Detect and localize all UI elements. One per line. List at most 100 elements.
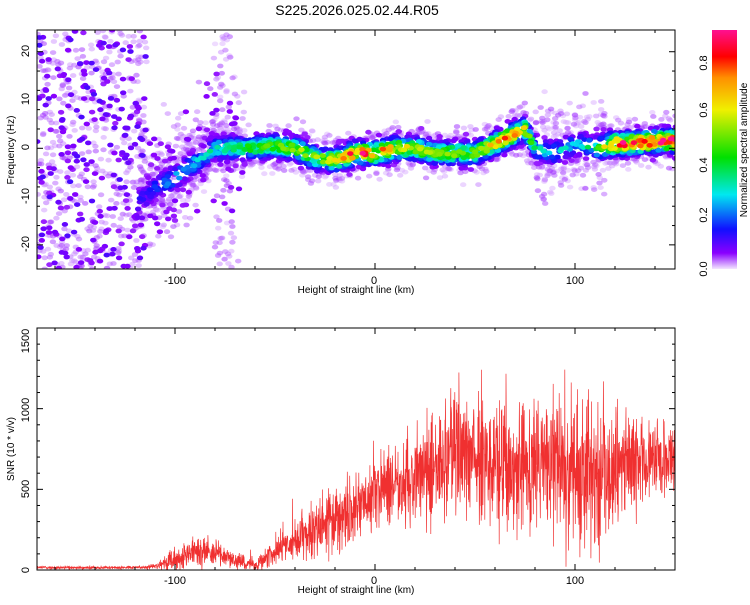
spectrogram-blob (100, 75, 108, 81)
spectrogram-blob (49, 50, 57, 55)
spectrogram-blob (129, 228, 137, 234)
spectrogram-blob (661, 123, 668, 129)
x-tick-label: 0 (371, 575, 377, 587)
spectrogram-blob (151, 180, 159, 186)
spectrogram-blob (122, 198, 130, 204)
spectrogram-blob (199, 173, 206, 178)
spectrogram-blob (115, 157, 122, 163)
spectrogram-blob (649, 157, 657, 163)
spectrogram-blob (475, 182, 482, 188)
spectrogram-blob (546, 150, 553, 156)
spectrogram-blob (213, 214, 220, 220)
spectrogram-blob (103, 265, 111, 269)
spectrogram-blob (47, 127, 54, 133)
spectrogram-blob (185, 137, 192, 142)
spectrogram-blob (457, 170, 464, 176)
spectrogram-blob (78, 114, 85, 120)
spectrogram-blob (544, 173, 551, 179)
spectrogram-blob (115, 255, 123, 261)
spectrogram-blob (210, 198, 217, 204)
spectrogram-blob (63, 204, 71, 210)
spectrogram-blob (226, 188, 234, 194)
spectrogram-blob (540, 191, 548, 197)
spectrogram-blob (599, 167, 607, 173)
spectrogram-blob (641, 139, 648, 144)
spectrogram-blob (441, 173, 449, 179)
spectrogram-blob (478, 141, 486, 147)
spectrogram-blob (223, 123, 230, 128)
spectrogram-blob (46, 225, 53, 231)
spectrogram-blob (46, 262, 53, 268)
spectrogram-blob (135, 263, 142, 268)
spectrogram-blob (128, 255, 135, 261)
spectrogram-blob (597, 185, 604, 191)
spectrogram-blob (539, 124, 547, 130)
spectrogram-blob (126, 44, 134, 49)
spectrogram-blob (395, 124, 402, 130)
spectrogram-blob (165, 216, 172, 222)
colorbar-tick-label: 0.2 (698, 207, 710, 222)
spectrogram-blob (135, 61, 142, 67)
spectrogram-blob (542, 139, 550, 144)
spectrogram-blob (48, 159, 56, 165)
spectrogram-blob (127, 49, 134, 54)
spectrogram-blob (557, 183, 565, 188)
spectrogram-blob (219, 194, 226, 200)
spectrogram-blob (542, 201, 549, 206)
spectrogram-blob (140, 170, 147, 175)
spectrogram-blob (164, 174, 171, 179)
spectrogram-blob (244, 143, 252, 149)
spectrogram-blob (62, 246, 70, 252)
chart-title: S225.2026.025.02.44.R05 (275, 2, 439, 18)
spectrogram-blob (64, 170, 71, 176)
spectrogram-blob (238, 174, 246, 180)
spectrogram-blob (139, 190, 146, 196)
spectrogram-blob (142, 54, 149, 59)
spectrogram-blob (456, 149, 463, 154)
spectrogram-blob (90, 91, 98, 97)
spectrogram-blob (641, 121, 648, 126)
spectrogram-blob (625, 167, 632, 172)
spectrogram-blob (77, 211, 84, 217)
spectrogram-blob (520, 125, 528, 131)
spectrogram-blob (226, 100, 234, 106)
spectrogram-blob (493, 157, 500, 163)
spectrogram-blob (541, 89, 548, 95)
spectrogram-blob (596, 180, 603, 186)
spectrogram-blob (72, 192, 79, 197)
spectrogram-blob (123, 170, 130, 176)
y-tick-label: 20 (20, 45, 32, 57)
spectrogram-blob (120, 90, 127, 96)
spectrogram-blob (216, 218, 223, 223)
spectrogram-blob (579, 172, 587, 178)
spectrogram-blob (424, 119, 431, 124)
spectrogram-blob (170, 155, 177, 161)
spectrogram-blob (84, 184, 92, 190)
spectrogram-blob (57, 205, 65, 211)
spectrogram-blob (87, 223, 94, 229)
spectrogram-blob (171, 218, 179, 223)
spectrogram-blob (42, 88, 50, 93)
spectrogram-blob (60, 72, 68, 77)
spectrogram-blob (63, 254, 70, 260)
spectrogram-blob (628, 134, 635, 140)
spectrogram-blob (511, 133, 518, 138)
spectrogram-blob (70, 73, 77, 78)
spectrogram-blob (88, 266, 96, 269)
spectrogram-blob (392, 119, 399, 125)
spectrogram-blob (536, 145, 544, 151)
spectrogram-blob (37, 245, 44, 250)
spectrogram-blob (119, 47, 127, 53)
spectrogram-blob (552, 124, 559, 130)
spectrogram-blob (385, 163, 392, 169)
spectrogram-blob (83, 162, 90, 167)
colorbar-tick-label: 0.0 (698, 261, 710, 276)
spectrogram-blob (569, 141, 577, 147)
spectrogram-blob (200, 177, 207, 183)
spectrogram-blob (100, 40, 107, 46)
spectrogram-blob (56, 133, 63, 139)
spectrogram-blob (117, 31, 124, 37)
spectrogram-blob (102, 126, 109, 132)
spectrogram-blob (74, 56, 81, 61)
spectrogram-blob (564, 125, 571, 131)
